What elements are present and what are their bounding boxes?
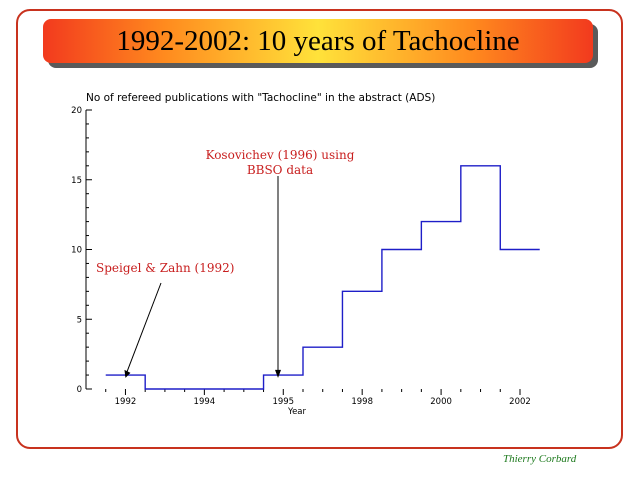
x-tick-label: 1998 — [351, 397, 373, 407]
y-tick-label: 0 — [77, 385, 82, 395]
author-credit: Thierry Corbard — [503, 453, 577, 465]
x-tick-label: 1995 — [272, 397, 294, 407]
series-step-line — [105, 165, 540, 390]
y-tick-label: 10 — [71, 246, 82, 256]
slide-frame — [16, 9, 623, 449]
x-tick-label: 1992 — [115, 397, 137, 407]
y-tick-label: 20 — [71, 106, 82, 116]
annotation-kosovichev-line: BBSO data — [247, 163, 313, 177]
annotation-arrow-1992 — [124, 282, 162, 377]
x-tick-label: 2002 — [509, 397, 531, 407]
annotation-arrowhead-1992 — [124, 369, 131, 378]
x-axis-label: Year — [287, 407, 307, 417]
annotation-speigel-zahn: Speigel & Zahn (1992) — [96, 261, 234, 275]
annotation-arrowhead-1996 — [275, 369, 281, 378]
title-banner: 1992-2002: 10 years of Tachocline — [43, 19, 593, 63]
x-tick-label: 1994 — [194, 397, 216, 407]
y-tick-label: 5 — [77, 315, 82, 325]
y-tick-label: 15 — [71, 176, 82, 186]
x-tick-label: 2000 — [430, 397, 452, 407]
axes: 0 5 10 15 20 1992 1994 1995 1998 2000 2002 — [71, 106, 531, 407]
slide-title: 1992-2002: 10 years of Tachocline — [116, 24, 520, 57]
annotations: Speigel & Zahn (1992) Kosovichev (1996) u… — [96, 148, 355, 378]
chart-title: No of refereed publications with "Tachoc… — [86, 92, 435, 104]
series-layer — [105, 165, 540, 390]
annotation-kosovichev-line: Kosovichev (1996) using — [206, 148, 355, 162]
